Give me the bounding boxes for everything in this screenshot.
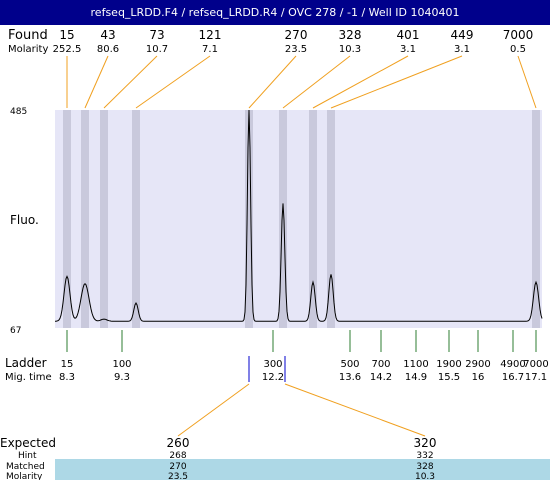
window-title: refseq_LRDD.F4 / refseq_LRDD.R4 / OVC 27… xyxy=(0,0,550,25)
found-size-label: 43 xyxy=(100,28,115,42)
expected-connector xyxy=(284,383,426,437)
ladder-time-label: 14.9 xyxy=(405,372,427,383)
ladder-size-label: 100 xyxy=(112,359,131,370)
expected-connector xyxy=(177,383,250,437)
found-molarity-label: 7.1 xyxy=(202,44,218,55)
ladder-labels: 15 8.3 100 9.3 300 12.2 500 13.6 700 14.2 1100 14.9… xyxy=(59,359,549,383)
found-labels: 15 252.5 43 80.6 73 10.7 121 7.1 270 23.5 328 10.3 4… xyxy=(53,28,534,55)
found-connector xyxy=(330,55,463,109)
matched-value: 328 xyxy=(416,462,433,472)
expected-value: 320 xyxy=(414,436,437,450)
found-molarity-label: 3.1 xyxy=(400,44,416,55)
found-size-label: 270 xyxy=(285,28,308,42)
plot-area xyxy=(55,110,542,328)
y-tick-bottom: 67 xyxy=(10,326,21,336)
y-tick-top: 485 xyxy=(10,107,27,117)
expected-label: Expected xyxy=(0,436,56,450)
ladder-size-label: 1100 xyxy=(403,359,428,370)
y-axis-label: Fluo. xyxy=(10,213,39,227)
found-size-label: 73 xyxy=(149,28,164,42)
ladder-time-label: 9.3 xyxy=(114,372,130,383)
found-connectors xyxy=(66,55,537,109)
found-molarity-label: 23.5 xyxy=(285,44,307,55)
found-molarity-label: 3.1 xyxy=(454,44,470,55)
ladder-size-label: 15 xyxy=(61,359,74,370)
found-size-label: 449 xyxy=(451,28,474,42)
peak-band xyxy=(63,110,71,328)
hint-value: 332 xyxy=(416,451,433,461)
matched-label: Matched xyxy=(6,462,45,472)
peak-band xyxy=(309,110,317,328)
ladder-time-label: 16.7 xyxy=(502,372,524,383)
found-molarity-label: 252.5 xyxy=(53,44,82,55)
peak-band xyxy=(81,110,89,328)
peak-bands xyxy=(63,110,540,328)
ladder-time-label: 12.2 xyxy=(262,372,284,383)
molarity-label: Molarity xyxy=(8,44,48,55)
found-connector xyxy=(282,55,351,109)
found-size-label: 328 xyxy=(339,28,362,42)
peak-band xyxy=(279,110,287,328)
ladder-size-label: 4900 xyxy=(500,359,525,370)
ladder-size-label: 500 xyxy=(340,359,359,370)
molarity-value: 10.3 xyxy=(415,472,435,480)
found-connector xyxy=(135,55,211,109)
ladder-size-label: 1900 xyxy=(436,359,461,370)
peak-band xyxy=(532,110,540,328)
found-size-label: 15 xyxy=(59,28,74,42)
found-connector xyxy=(84,55,109,109)
ladder-size-label: 7000 xyxy=(523,359,548,370)
found-size-label: 121 xyxy=(199,28,222,42)
matched-markers xyxy=(248,356,286,382)
ladder-time-label: 16 xyxy=(472,372,485,383)
ladder-time-label: 14.2 xyxy=(370,372,392,383)
ladder-label: Ladder xyxy=(5,356,47,370)
found-connector xyxy=(517,55,537,109)
found-connector xyxy=(248,55,297,109)
found-molarity-label: 80.6 xyxy=(97,44,119,55)
found-size-label: 401 xyxy=(397,28,420,42)
found-size-label: 7000 xyxy=(503,28,534,42)
ladder-size-label: 2900 xyxy=(465,359,490,370)
mig-time-label: Mig. time xyxy=(5,372,52,383)
molarity-value: 23.5 xyxy=(168,472,188,480)
ladder-size-label: 300 xyxy=(263,359,282,370)
ladder-lines xyxy=(66,330,537,352)
expected-connectors xyxy=(177,383,426,437)
peak-band xyxy=(245,110,253,328)
found-molarity-label: 10.3 xyxy=(339,44,361,55)
molarity-bottom-label: Molarity xyxy=(6,472,43,480)
matched-value: 270 xyxy=(169,462,186,472)
expected-value: 260 xyxy=(167,436,190,450)
found-label: Found xyxy=(8,28,48,43)
hint-value: 268 xyxy=(169,451,186,461)
ladder-time-label: 15.5 xyxy=(438,372,460,383)
ladder-time-label: 13.6 xyxy=(339,372,361,383)
ladder-size-label: 700 xyxy=(371,359,390,370)
fluorescence-trace xyxy=(55,109,543,322)
ladder-time-label: 8.3 xyxy=(59,372,75,383)
found-molarity-label: 0.5 xyxy=(510,44,526,55)
ladder-time-label: 17.1 xyxy=(525,372,547,383)
peak-band xyxy=(132,110,140,328)
peak-band xyxy=(327,110,335,328)
found-molarity-label: 10.7 xyxy=(146,44,168,55)
found-connector xyxy=(312,55,409,109)
found-connector xyxy=(103,55,158,109)
matched-row-bg xyxy=(55,459,550,480)
peak-band xyxy=(100,110,108,328)
hint-label: Hint xyxy=(18,451,37,461)
